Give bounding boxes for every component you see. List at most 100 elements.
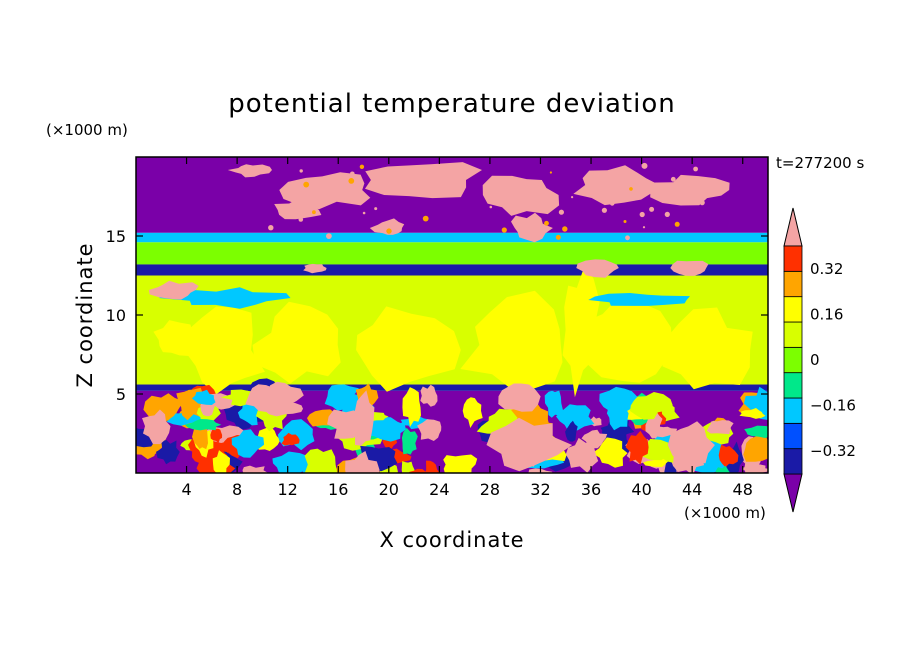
colorbar-swatch — [783, 321, 803, 348]
warm-patch — [460, 290, 563, 390]
turbulence-eddy — [630, 392, 673, 420]
upper-cloud — [148, 280, 199, 300]
cloud-edge — [555, 234, 561, 240]
cloud-edge — [362, 211, 366, 215]
colorbar: 0.32 0.16 0 −0.16 −0.32 — [783, 207, 856, 513]
turbulence-eddy — [191, 389, 216, 405]
turbulence-eddy — [166, 412, 205, 426]
turbulence-eddy — [625, 430, 649, 465]
colorbar-tick-label: −0.32 — [810, 442, 856, 460]
upper-cloud — [511, 212, 553, 243]
turbulence-eddy — [556, 404, 595, 432]
x-tick-label: 4 — [181, 480, 191, 499]
colorbar-swatch — [783, 346, 803, 374]
cloud-edge — [348, 178, 355, 184]
cool-patch — [158, 287, 291, 309]
x-axis: 4 8 12 16 20 24 28 32 36 40 44 48 — [181, 157, 753, 499]
warm-patch — [662, 307, 753, 390]
turbulence-eddy — [739, 408, 766, 419]
turbulence-eddy — [184, 419, 222, 431]
cloud-edge — [718, 184, 721, 188]
turbulence-eddy — [401, 427, 418, 455]
colorbar-swatch — [783, 245, 803, 272]
x-tick-label: 24 — [429, 480, 449, 499]
turbulence-eddy — [401, 461, 415, 473]
turbulence-eddy — [142, 409, 171, 445]
y-axis-label: Z coordinate — [73, 242, 97, 387]
cloud-edge — [601, 207, 608, 213]
cloud-edge — [664, 211, 670, 217]
turbulence-eddy — [743, 431, 768, 462]
x-tick-label: 12 — [278, 480, 298, 499]
turbulence-eddy — [743, 386, 768, 421]
time-label: t=277200 s — [776, 154, 864, 172]
upper-cloud — [369, 218, 405, 235]
warm-patch — [562, 265, 600, 398]
cloud-edge — [524, 192, 529, 196]
chart-title: potential temperature deviation — [228, 89, 675, 119]
cloud-edge — [494, 180, 498, 184]
cloud-edge — [312, 210, 316, 215]
cloud-edge — [350, 171, 355, 177]
turbulence-eddy — [664, 461, 677, 473]
colorbar-swatch — [783, 422, 803, 450]
cloud-edge — [674, 221, 680, 227]
turbulence-eddy — [417, 419, 442, 441]
upper-cloud — [303, 263, 327, 274]
upper-cloud — [482, 175, 560, 216]
colorbar-swatch — [783, 372, 803, 399]
cloud-edge — [386, 228, 392, 234]
turbulence-eddy — [592, 437, 628, 468]
colorbar-tick-label: −0.16 — [810, 397, 856, 415]
cloud-edge — [549, 171, 553, 174]
layer-band — [136, 264, 768, 276]
colorbar-tick-label: 0.16 — [810, 305, 843, 323]
turbulence-eddy — [272, 451, 316, 473]
colorbar-swatch — [783, 397, 803, 424]
colorbar-swatch — [783, 270, 803, 298]
cloud-edge — [641, 162, 648, 169]
turbulence-eddy — [565, 420, 578, 442]
cloud-edge — [623, 220, 627, 223]
cloud-edge — [268, 225, 274, 231]
warm-patch — [580, 297, 673, 383]
y-tick-label: 5 — [116, 385, 126, 404]
lower-plume — [350, 390, 375, 446]
cloud-edge — [571, 196, 574, 199]
turbulence-eddy — [425, 460, 441, 473]
turbulence-eddy — [231, 429, 265, 458]
y-tick-label: 10 — [106, 306, 126, 325]
cloud-edge — [602, 186, 608, 192]
upper-cloud — [227, 164, 272, 178]
warm-patch — [184, 306, 265, 395]
layer-band — [136, 232, 768, 243]
warm-patch — [153, 320, 203, 357]
upper-cloud — [274, 200, 322, 220]
turbulence-eddy — [498, 383, 541, 412]
x-tick-label: 8 — [232, 480, 242, 499]
turbulence-eddy — [606, 397, 629, 431]
cloud-edge — [642, 226, 646, 229]
x-tick-label: 44 — [682, 480, 702, 499]
turbulence-eddy — [402, 387, 421, 427]
cloud-edge — [650, 186, 655, 191]
turbulence-eddy — [156, 439, 180, 465]
warm-core — [682, 437, 703, 465]
cloud-edge — [629, 187, 633, 191]
warm-core — [502, 428, 553, 467]
cloud-edge — [374, 207, 378, 211]
cloud-edge — [326, 233, 332, 240]
x-tick-label: 28 — [480, 480, 500, 499]
turbulence-eddy — [409, 468, 430, 473]
upper-cloud — [573, 165, 660, 206]
turbulence-eddy — [443, 454, 478, 473]
colorbar-swatch — [783, 296, 803, 323]
colorbar-swatch — [783, 448, 803, 475]
turbulence-eddy — [742, 464, 768, 473]
warm-patch — [356, 306, 461, 392]
contour-field — [136, 157, 768, 473]
turbulence-eddy — [212, 450, 230, 473]
turbulence-eddy — [527, 468, 553, 473]
cloud-edge — [562, 226, 568, 232]
